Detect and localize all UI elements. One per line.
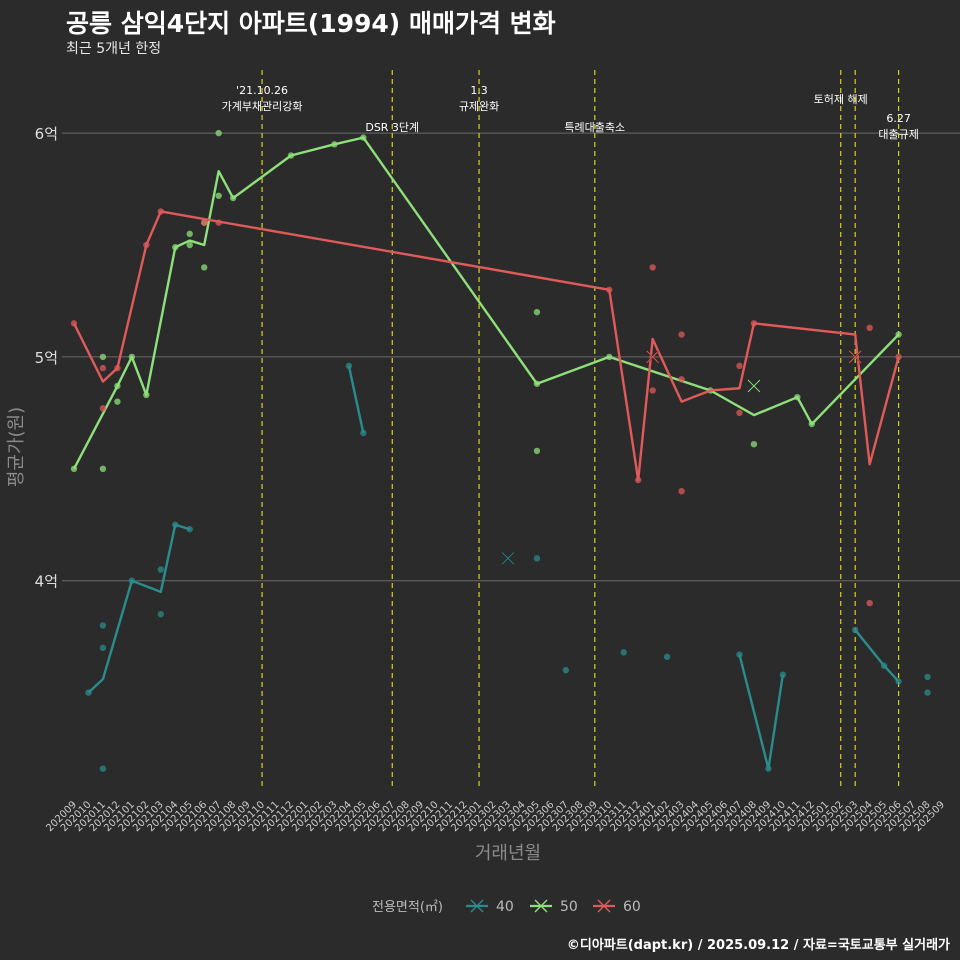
series-line-40 xyxy=(854,629,900,683)
y-axis-title: 평균가(원) xyxy=(6,407,27,487)
legend-item-60: 60 xyxy=(593,899,641,915)
legend-label: 50 xyxy=(560,899,578,915)
series-line-60 xyxy=(72,210,900,482)
legend-item-40: 40 xyxy=(466,899,514,915)
data-point-40 xyxy=(620,649,627,656)
axis-ticks: 4억5억6억2020092020102020112020122021012021… xyxy=(35,125,947,834)
series-lines xyxy=(70,129,931,772)
cross-marker-60 xyxy=(848,350,862,364)
cross-marker-50 xyxy=(747,379,761,393)
data-point-50 xyxy=(533,447,541,455)
event-label: DSR 3단계 xyxy=(365,121,419,134)
data-point-60 xyxy=(99,364,107,372)
data-point-60 xyxy=(678,376,685,383)
data-point-60 xyxy=(866,599,873,607)
data-point-50 xyxy=(215,129,222,137)
cross-marker-60 xyxy=(646,350,660,364)
y-tick-label: 5억 xyxy=(35,349,58,367)
legend-item-50: 50 xyxy=(530,899,578,915)
data-point-60 xyxy=(201,219,208,226)
y-tick-label: 6억 xyxy=(35,125,58,143)
event-label: 1.3 xyxy=(470,84,488,97)
data-point-60 xyxy=(736,409,743,417)
data-point-40 xyxy=(345,362,353,370)
event-label: '21.10.26 xyxy=(236,84,288,97)
event-label: 대출규제 xyxy=(878,128,918,141)
legend: 전용면적(㎡) 40 50 60 xyxy=(372,899,641,915)
series-line-50 xyxy=(72,136,900,470)
series-line-40 xyxy=(87,523,191,694)
data-point-40 xyxy=(99,622,107,629)
legend-label: 40 xyxy=(496,899,514,915)
event-label: 토허제 해제 xyxy=(814,92,868,106)
data-point-50 xyxy=(114,398,121,405)
event-label: 가계부채관리강화 xyxy=(222,100,303,113)
data-point-60 xyxy=(649,387,656,394)
data-point-60 xyxy=(649,264,656,271)
chart-subtitle: 최근 5개년 한정 xyxy=(66,41,162,57)
data-point-40 xyxy=(663,653,671,660)
data-point-40 xyxy=(562,667,570,674)
legend-title: 전용면적(㎡) xyxy=(372,900,443,915)
x-axis-title: 거래년월 xyxy=(475,843,541,864)
data-point-60 xyxy=(678,487,685,495)
data-point-50 xyxy=(201,264,208,271)
data-point-50 xyxy=(99,465,107,473)
chart-title: 공릉 삼익4단지 아파트(1994) 매매가격 변화 xyxy=(66,9,556,38)
series-line-40 xyxy=(738,654,785,770)
data-point-40 xyxy=(99,644,107,652)
data-point-60 xyxy=(736,362,743,370)
grid-lines xyxy=(62,132,960,582)
event-label: 특례대출축소 xyxy=(564,121,625,134)
data-point-40 xyxy=(157,611,164,618)
y-tick-label: 4억 xyxy=(35,573,58,591)
cross-marker-40 xyxy=(501,551,515,565)
data-point-50 xyxy=(750,440,758,448)
data-point-60 xyxy=(99,405,107,412)
data-point-50 xyxy=(186,230,193,238)
data-point-60 xyxy=(678,331,685,338)
event-label: 규제완화 xyxy=(459,100,499,113)
data-point-40 xyxy=(924,673,931,681)
legend-label: 60 xyxy=(623,899,641,915)
data-point-50 xyxy=(186,241,193,249)
data-point-40 xyxy=(99,765,107,772)
data-point-40 xyxy=(533,555,541,562)
data-point-40 xyxy=(157,566,164,573)
event-label: 6.27 xyxy=(886,112,911,125)
data-point-50 xyxy=(99,353,107,361)
data-point-50 xyxy=(533,308,541,316)
data-point-40 xyxy=(924,689,931,696)
data-point-60 xyxy=(866,324,873,332)
data-point-50 xyxy=(215,192,222,199)
series-line-40 xyxy=(347,365,365,434)
source-caption: ©디아파트(dapt.kr) / 2025.09.12 / 자료=국토교통부 실… xyxy=(566,938,950,953)
